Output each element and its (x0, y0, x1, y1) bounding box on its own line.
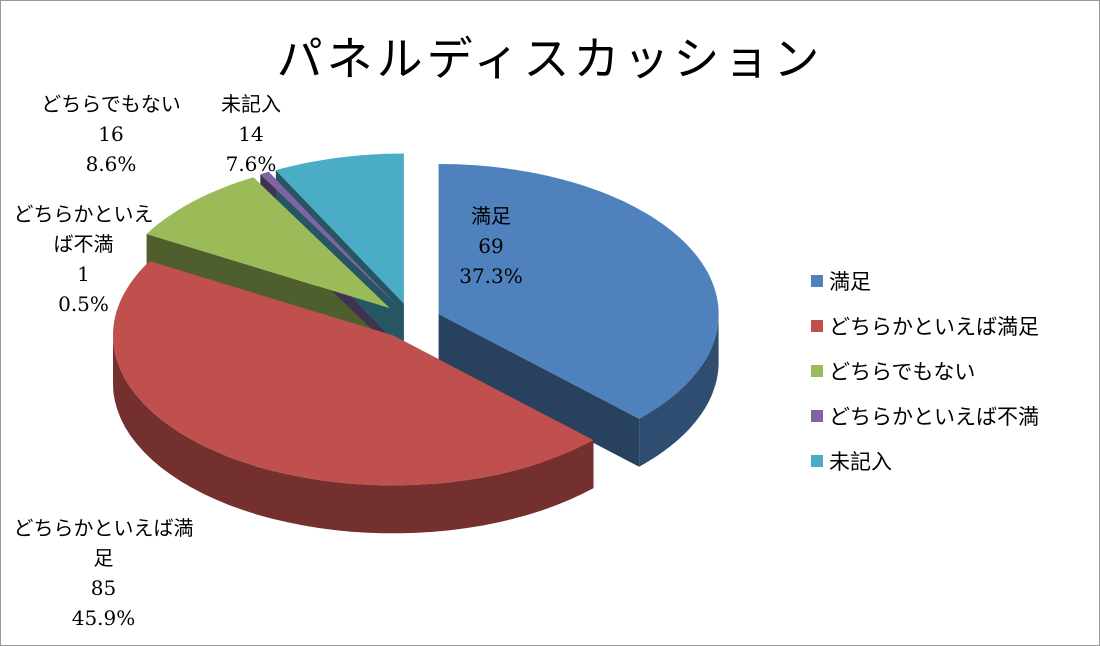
legend-swatch (811, 410, 823, 422)
data-label: どちらでもない 16 8.6% (11, 89, 211, 179)
slice (275, 153, 404, 304)
slice (113, 261, 594, 486)
data-label: 未記入 14 7.6% (201, 89, 301, 179)
legend-swatch (811, 455, 823, 467)
slice (438, 164, 719, 419)
legend-item: どちらかといえば満足 (811, 311, 1039, 341)
data-label-percent: 7.6% (225, 152, 277, 176)
data-label-value: 1 (77, 262, 90, 286)
legend-label: 満足 (829, 270, 871, 294)
data-label-name: どちらでもない (41, 92, 181, 116)
slice-side (113, 335, 594, 534)
legend-label: 未記入 (829, 450, 892, 474)
legend-swatch (811, 320, 823, 332)
chart-title: パネルディスカッション (276, 32, 824, 86)
data-label-percent: 37.3% (459, 264, 523, 288)
slice-side (639, 314, 719, 467)
slice (146, 177, 390, 309)
data-label-percent: 8.6% (85, 152, 137, 176)
slice-tops (113, 153, 719, 486)
data-label-name: どちらかといえば満足 (13, 516, 194, 570)
slice (260, 171, 397, 306)
legend-label: どちらかといえば不満 (829, 405, 1039, 429)
data-label-percent: 0.5% (58, 292, 109, 316)
data-label-value: 69 (478, 234, 504, 258)
legend-item: 満足 (811, 266, 871, 296)
data-label: 満足 69 37.3% (441, 201, 541, 291)
legend-item: どちらかといえば不満 (811, 401, 1039, 431)
legend-swatch (811, 365, 823, 377)
legend-item: 未記入 (811, 446, 892, 476)
data-label-name: 満足 (471, 204, 511, 228)
legend-swatch (811, 275, 823, 287)
data-label: どちらかといえば不満 1 0.5% (11, 199, 156, 319)
data-label: どちらかといえば満足 85 45.9% (6, 513, 201, 633)
data-label-name: 未記入 (221, 92, 281, 116)
legend-item: どちらでもない (811, 356, 975, 386)
legend-label: どちらでもない (829, 360, 976, 384)
data-label-name: どちらかといえば不満 (13, 202, 154, 256)
data-label-value: 14 (238, 122, 264, 146)
data-label-value: 16 (98, 122, 124, 146)
data-label-value: 85 (90, 576, 117, 600)
legend-label: どちらかといえば満足 (829, 315, 1039, 339)
slice-cut-face (438, 314, 640, 467)
data-label-percent: 45.9% (71, 606, 136, 630)
